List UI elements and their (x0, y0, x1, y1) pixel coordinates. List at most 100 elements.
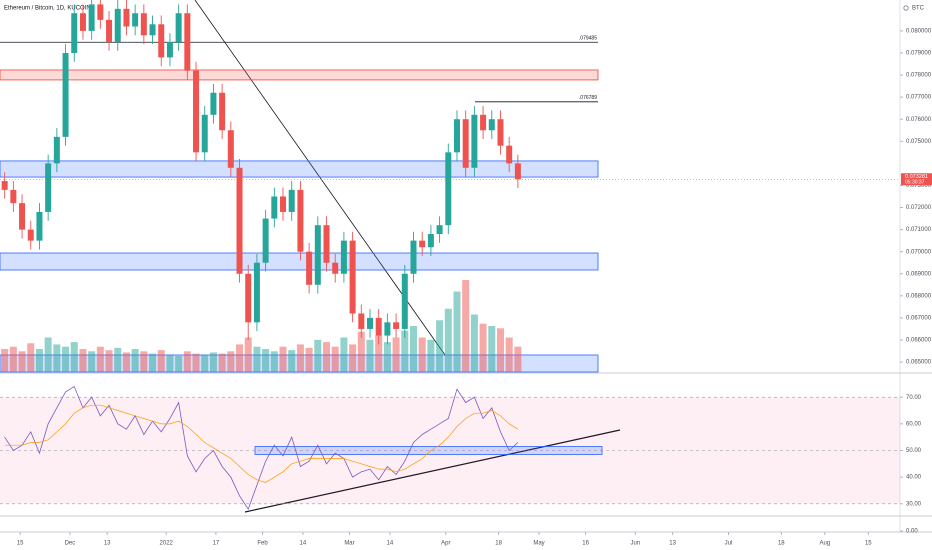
x-tick-label: 13 (669, 541, 676, 547)
unit-label: BTC (912, 6, 925, 12)
level-label: .079485 (579, 36, 597, 42)
volume-bar (70, 342, 78, 372)
y-tick-label: 0.066000 (906, 338, 932, 344)
volume-bar (288, 350, 296, 372)
y-tick-label: 0.073000 (906, 183, 932, 189)
volume-bar (488, 326, 496, 372)
volume-bar (218, 353, 226, 372)
candle-body (306, 251, 313, 285)
candle-body (271, 196, 278, 219)
candle-body (149, 24, 156, 36)
candle-body (79, 13, 86, 31)
x-tick-label: 18 (495, 541, 502, 547)
volume-bar (157, 350, 165, 372)
candle-body (410, 240, 417, 274)
candle-body (358, 313, 365, 329)
volume-bar (427, 339, 435, 372)
x-tick-label: 2022 (160, 541, 174, 547)
candle-body (184, 13, 191, 71)
volume-bar (44, 337, 52, 372)
volume-bar (453, 291, 461, 372)
volume-bar (18, 351, 26, 372)
volume-bar (357, 331, 365, 372)
candle-body (462, 119, 469, 168)
y-tick-label: 0.079000 (906, 51, 932, 57)
x-tick-label: Aug (819, 541, 830, 547)
candle-body (88, 4, 95, 31)
y-tick-label: 30.00 (906, 501, 922, 507)
x-tick-label: Mar (344, 541, 354, 547)
candle-body (419, 240, 426, 248)
x-tick-label: 16 (582, 541, 589, 547)
y-tick-label: 0.078000 (906, 73, 932, 79)
x-tick-label: Jun (630, 541, 640, 547)
candle-body (349, 240, 356, 314)
volume-bar (340, 337, 348, 372)
y-tick-label: 0.076000 (906, 117, 932, 123)
candle-body (280, 196, 287, 212)
y-tick-label: 60.00 (906, 421, 922, 427)
volume-bar (314, 339, 322, 372)
volume-bar (375, 335, 383, 372)
y-tick-label: 40.00 (906, 475, 922, 481)
rsi-trend-line (244, 429, 621, 513)
candle-body (384, 322, 391, 336)
x-tick-label: 15 (17, 541, 24, 547)
volume-bar (201, 354, 209, 372)
volume-bar (175, 355, 183, 372)
volume-bar (392, 337, 400, 372)
candle-body (114, 8, 121, 42)
x-tick-label: Feb (257, 541, 268, 547)
x-tick-label: 17 (213, 541, 220, 547)
volume-bar (105, 350, 113, 372)
candle-body (506, 145, 513, 164)
candle-body (488, 119, 495, 131)
volume-bar (88, 351, 96, 372)
candle-body (166, 41, 173, 58)
y-tick-label: 0.071000 (906, 227, 932, 233)
volume-bar (305, 347, 313, 372)
volume-bar (140, 351, 148, 372)
zone (0, 252, 599, 271)
candle-body (236, 167, 243, 274)
x-tick-label: 15 (865, 541, 872, 547)
candle-body (19, 203, 26, 230)
candle-body (253, 262, 260, 323)
candle-body (71, 13, 78, 53)
volume-bar (462, 280, 470, 372)
x-tick-label: 14 (300, 541, 307, 547)
volume-bar (53, 344, 61, 372)
candle-body (10, 189, 17, 204)
candle-body (245, 273, 252, 323)
candle-body (227, 130, 234, 168)
volume-bar (409, 326, 417, 372)
y-tick-label: 0.069000 (906, 271, 932, 277)
countdown-label: 05:30:37 (905, 180, 925, 186)
candle-body (53, 136, 60, 164)
volume-bar (279, 346, 287, 372)
candle-body (97, 4, 104, 20)
volume-bar (149, 353, 157, 372)
x-tick-label: Dec (65, 541, 76, 547)
candle-body (427, 234, 434, 248)
candle-body (193, 70, 200, 153)
volume-bar (114, 347, 122, 372)
rsi-line (4, 385, 519, 511)
volume-bar (183, 351, 191, 372)
candle-body (497, 119, 504, 146)
volume-bar (27, 343, 35, 372)
volume-bar (131, 349, 139, 372)
volume-bar (444, 308, 452, 372)
candle-body (175, 13, 182, 42)
volume-bar (514, 346, 522, 372)
candle-body (158, 24, 165, 58)
candle-body (471, 114, 478, 168)
volume-bar (253, 346, 261, 372)
y-tick-label: 0.067000 (906, 315, 932, 321)
settings-icon[interactable] (903, 5, 909, 11)
x-tick-label: 18 (778, 541, 785, 547)
candle-body (340, 240, 347, 274)
y-tick-label: 70.00 (906, 395, 922, 401)
volume-bar (9, 346, 17, 372)
